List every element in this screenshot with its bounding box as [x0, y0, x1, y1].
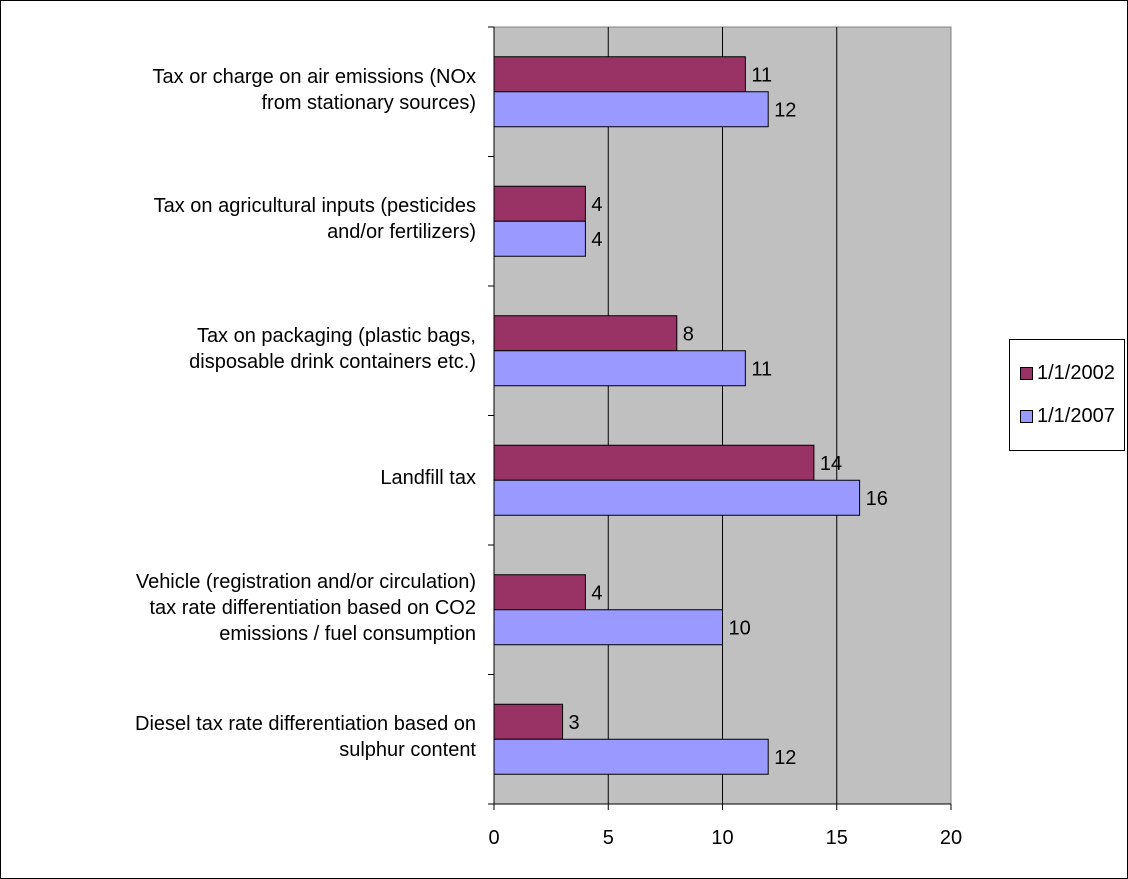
bar-1/1/2002-5: [493, 703, 564, 740]
bar-1/1/2002-3: [493, 444, 815, 481]
x-tick-label-20: 20: [940, 827, 962, 849]
data-label-1/1/2002-3: 14: [820, 453, 842, 475]
bar-1/1/2002-4: [493, 574, 586, 611]
category-label-1: Tax on agricultural inputs (pesticides a…: [153, 195, 476, 244]
data-label-1/1/2007-1: 4: [591, 229, 602, 251]
bar-1/1/2002-2: [493, 315, 678, 352]
data-label-1/1/2007-5: 12: [774, 747, 796, 769]
x-tick-label-0: 0: [488, 827, 499, 849]
data-label-1/1/2002-4: 4: [591, 582, 602, 604]
bar-1/1/2007-2: [493, 350, 746, 387]
legend-item-2002: 1/1/2002: [1020, 362, 1115, 385]
data-label-1/1/2002-2: 8: [683, 323, 694, 345]
data-label-1/1/2007-3: 16: [866, 488, 888, 510]
data-label-1/1/2002-1: 4: [591, 194, 602, 216]
x-tick-label-5: 5: [603, 827, 614, 849]
legend-label-2007: 1/1/2007: [1037, 405, 1115, 427]
data-label-1/1/2007-4: 10: [729, 617, 751, 639]
bar-1/1/2007-5: [493, 738, 769, 775]
category-label-2: Tax on packaging (plastic bags, disposab…: [189, 324, 476, 373]
legend-swatch-2007: [1020, 410, 1033, 423]
legend: 1/1/2002 1/1/2007: [1009, 339, 1125, 451]
legend-swatch-2002: [1020, 367, 1033, 380]
category-label-0: Tax or charge on air emissions (NOx from…: [152, 65, 476, 114]
bar-1/1/2007-4: [493, 609, 723, 646]
legend-label-2002: 1/1/2002: [1037, 362, 1115, 384]
bar-1/1/2007-0: [493, 91, 769, 128]
bar-1/1/2002-0: [493, 56, 746, 93]
category-label-3: Landfill tax: [380, 467, 476, 490]
bar-1/1/2002-1: [493, 185, 586, 222]
data-label-1/1/2002-0: 11: [751, 64, 772, 86]
data-label-1/1/2002-5: 3: [569, 712, 580, 734]
bar-1/1/2007-1: [493, 220, 586, 257]
data-label-1/1/2007-2: 11: [751, 358, 772, 380]
category-label-4: Vehicle (registration and/or circulation…: [135, 570, 476, 645]
category-label-5: Diesel tax rate differentiation based on…: [135, 713, 476, 762]
x-tick-label-10: 10: [711, 827, 733, 849]
x-tick-label-15: 15: [826, 827, 848, 849]
bar-1/1/2007-3: [493, 479, 861, 516]
legend-item-2007: 1/1/2007: [1020, 405, 1115, 428]
data-label-1/1/2007-0: 12: [774, 99, 796, 121]
